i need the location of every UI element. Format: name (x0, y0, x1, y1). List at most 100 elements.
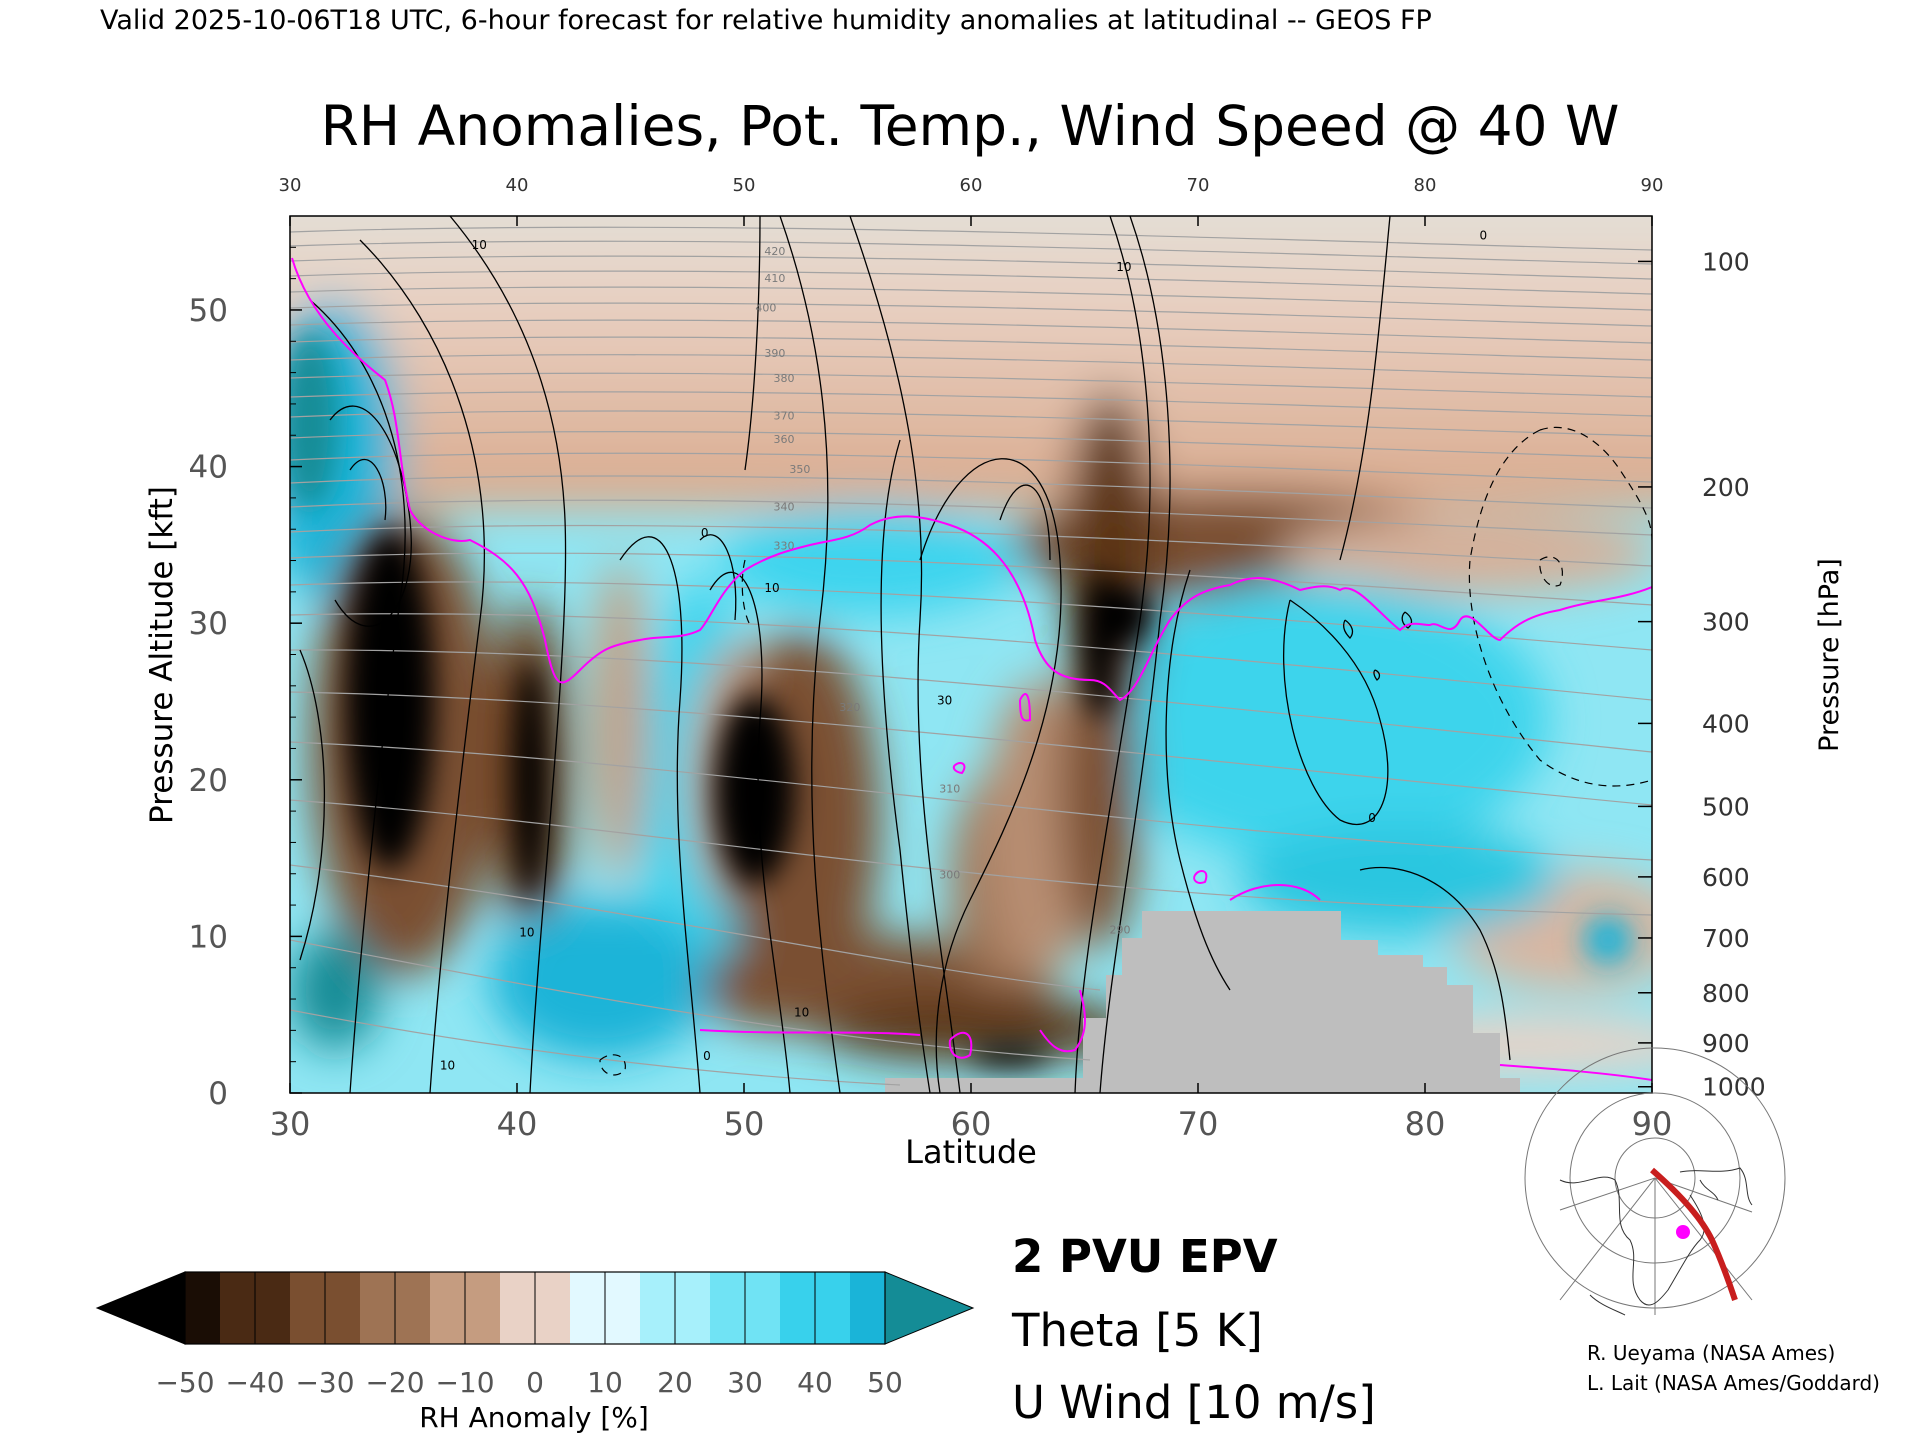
x-tick-label: 70 (1178, 1105, 1219, 1143)
x-axis-top: 30 40 50 60 70 80 90 (279, 175, 1664, 226)
x-top-tick-label: 70 (1187, 175, 1210, 196)
x-top-tick-label: 50 (733, 175, 756, 196)
colorbar-swatch (255, 1272, 291, 1344)
x-top-tick-label: 30 (279, 175, 302, 196)
colorbar-swatch (640, 1272, 676, 1344)
colorbar-tick-label: 30 (727, 1366, 763, 1399)
theta-label: 410 (764, 272, 785, 285)
u-wind-label: 10 (794, 1005, 809, 1019)
y-axis-right-pressure: 100 200 300 400 500 600 700 800 900 1000 (1638, 247, 1766, 1102)
u-wind-label: 10 (764, 581, 779, 595)
legend-pv: 2 PVU EPV (1012, 1230, 1278, 1283)
location-marker (1676, 1225, 1690, 1239)
colorbar-swatch (605, 1272, 641, 1344)
x-axis-label: Latitude (905, 1133, 1037, 1171)
rh-anomaly-field (290, 216, 1652, 1093)
colorbar-tick-label: −20 (365, 1366, 424, 1399)
credit-line-2: L. Lait (NASA Ames/Goddard) (1587, 1371, 1880, 1395)
colorbar-low-arrow (95, 1271, 186, 1345)
colorbar-tick-label: −40 (225, 1366, 284, 1399)
theta-label: 380 (774, 372, 795, 385)
colorbar-tick-label: 10 (587, 1366, 623, 1399)
colorbar-swatch (325, 1272, 361, 1344)
colorbar-swatch (535, 1272, 571, 1344)
x-top-tick-label: 60 (960, 175, 983, 196)
theta-label: 400 (755, 302, 776, 315)
theta-label: 350 (789, 463, 810, 476)
u-wind-label: 30 (937, 694, 952, 708)
colorbar-tick-label: 20 (657, 1366, 693, 1399)
colorbar-tick-label: 0 (526, 1366, 544, 1399)
theta-contours (290, 226, 1652, 1086)
theta-label: 330 (774, 540, 795, 553)
legend-u-wind: U Wind [10 m/s] (1012, 1376, 1376, 1429)
colorbar-swatch (395, 1272, 431, 1344)
u-wind-label: 10 (472, 238, 487, 252)
colorbar-swatch (780, 1272, 816, 1344)
y-tick-label: 30 (189, 606, 228, 642)
theta-label: 360 (774, 433, 795, 446)
colorbar-tick-label: −30 (295, 1366, 354, 1399)
colorbar-swatch (465, 1272, 501, 1344)
colorbar-swatch (815, 1272, 851, 1344)
pressure-tick-label: 1000 (1702, 1073, 1766, 1102)
y-tick-label: 20 (189, 763, 228, 799)
colorbar-swatch (220, 1272, 256, 1344)
u-wind-label: 0 (1368, 811, 1376, 825)
location-inset-map (1524, 1047, 1786, 1316)
legend-theta: Theta [5 K] (1011, 1304, 1263, 1357)
u-wind-label: 10 (519, 925, 534, 939)
pressure-tick-label: 400 (1702, 709, 1750, 738)
pressure-tick-label: 800 (1702, 979, 1750, 1008)
u-wind-label: 0 (701, 526, 709, 540)
theta-label: 390 (764, 347, 785, 360)
x-tick-label: 80 (1405, 1105, 1446, 1143)
u-wind-label: 0 (703, 1049, 711, 1063)
chart-title: RH Anomalies, Pot. Temp., Wind Speed @ 4… (321, 94, 1620, 158)
x-tick-label: 40 (497, 1105, 538, 1143)
cross-section-track (1650, 1167, 1738, 1301)
pressure-tick-label: 600 (1702, 863, 1750, 892)
pressure-tick-label: 200 (1702, 473, 1750, 502)
theta-contour-labels: 420 410 400 390 380 370 360 350 340 330 320 310 300 2… (755, 245, 1130, 936)
colorbar-border (184, 1271, 886, 1345)
x-top-tick-label: 40 (506, 175, 529, 196)
credit-line-1: R. Ueyama (NASA Ames) (1587, 1341, 1835, 1365)
colorbar-swatch (675, 1272, 711, 1344)
theta-label: 420 (764, 245, 785, 258)
y-axis-label-right: Pressure [hPa] (1814, 558, 1845, 752)
x-top-tick-label: 90 (1641, 175, 1664, 196)
colorbar-swatch (360, 1272, 396, 1344)
colorbar-label: RH Anomaly [%] (419, 1401, 649, 1434)
y-axis-left: 0 10 20 30 40 50 (189, 246, 302, 1112)
u-wind-label: 10 (440, 1059, 455, 1073)
theta-label: 320 (839, 701, 860, 714)
u-wind-label: 0 (1479, 228, 1487, 242)
theta-label: 370 (774, 410, 795, 423)
theta-label: 290 (1109, 923, 1130, 936)
x-top-tick-label: 80 (1414, 175, 1437, 196)
x-tick-label: 60 (951, 1105, 992, 1143)
colorbar-swatch (430, 1272, 466, 1344)
colorbar-swatch (850, 1272, 886, 1344)
u-wind-label: 10 (1116, 260, 1131, 274)
colorbar-swatch (290, 1272, 326, 1344)
y-tick-label: 50 (189, 293, 228, 329)
pressure-tick-label: 300 (1702, 608, 1750, 637)
colorbar-tick-label: −10 (435, 1366, 494, 1399)
pressure-tick-label: 900 (1702, 1029, 1750, 1058)
theta-label: 300 (939, 868, 960, 881)
pressure-tick-label: 500 (1702, 792, 1750, 821)
colorbar-swatch (745, 1272, 781, 1344)
theta-label: 340 (774, 500, 795, 513)
valid-time-line: Valid 2025-10-06T18 UTC, 6-hour forecast… (100, 5, 1432, 36)
y-axis-label-left: Pressure Altitude [kft] (144, 486, 180, 824)
colorbar-tick-label: 50 (867, 1366, 903, 1399)
terrain-mask (1083, 911, 1520, 1093)
y-tick-label: 40 (189, 450, 228, 486)
u-wind-negative-contours (599, 426, 1652, 1076)
u-wind-contours (299, 216, 1511, 1093)
x-axis-bottom: 30 40 50 60 70 80 90 (270, 1083, 1672, 1143)
